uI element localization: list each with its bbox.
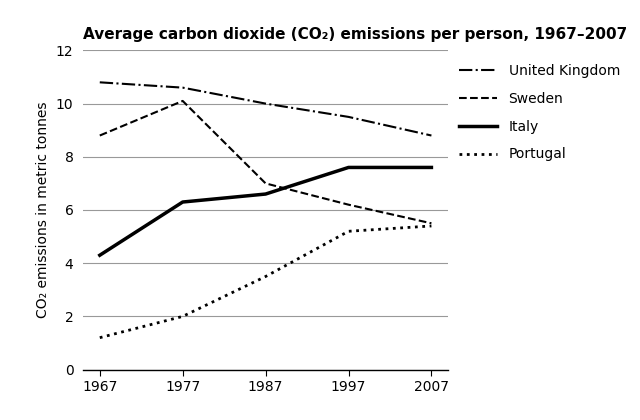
Legend: United Kingdom, Sweden, Italy, Portugal: United Kingdom, Sweden, Italy, Portugal [459, 64, 620, 161]
Sweden [345, 202, 353, 207]
Sweden [262, 181, 269, 186]
Italy [345, 165, 353, 170]
Sweden [96, 133, 104, 138]
Portugal [96, 335, 104, 340]
United Kingdom [262, 101, 269, 106]
Portugal [262, 274, 269, 279]
Portugal [428, 223, 435, 228]
Line: Sweden: Sweden [100, 101, 431, 223]
Sweden [428, 221, 435, 226]
Italy [179, 200, 186, 205]
Italy [262, 192, 269, 197]
United Kingdom [179, 85, 186, 90]
Sweden [179, 98, 186, 103]
United Kingdom [345, 114, 353, 119]
Line: Portugal: Portugal [100, 226, 431, 338]
Portugal [179, 314, 186, 319]
Italy [428, 165, 435, 170]
Line: Italy: Italy [100, 168, 431, 255]
Line: United Kingdom: United Kingdom [100, 82, 431, 136]
Y-axis label: CO₂ emissions in metric tonnes: CO₂ emissions in metric tonnes [36, 102, 51, 318]
United Kingdom [96, 80, 104, 85]
Text: Average carbon dioxide (CO₂) emissions per person, 1967–2007: Average carbon dioxide (CO₂) emissions p… [83, 27, 627, 42]
United Kingdom [428, 133, 435, 138]
Italy [96, 253, 104, 258]
Portugal [345, 229, 353, 234]
